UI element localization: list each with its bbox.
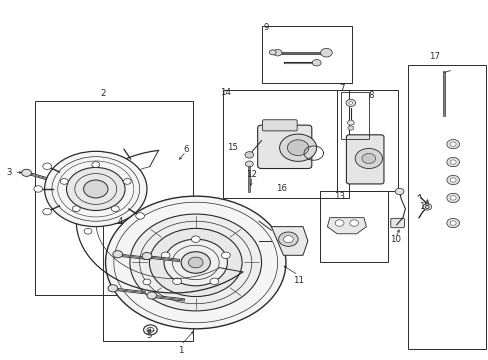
Bar xyxy=(336,90,397,191)
Circle shape xyxy=(163,239,227,286)
Text: 4: 4 xyxy=(117,217,122,226)
Circle shape xyxy=(143,325,157,335)
Bar xyxy=(35,101,193,295)
Circle shape xyxy=(446,175,459,185)
Circle shape xyxy=(449,142,455,146)
Circle shape xyxy=(269,50,276,55)
Circle shape xyxy=(111,206,119,212)
Circle shape xyxy=(245,161,253,167)
Circle shape xyxy=(279,134,316,161)
Circle shape xyxy=(34,186,42,192)
Circle shape xyxy=(449,178,455,182)
Circle shape xyxy=(72,206,80,212)
Text: 12: 12 xyxy=(246,170,257,179)
Text: 5: 5 xyxy=(146,332,152,341)
Circle shape xyxy=(312,59,321,66)
Circle shape xyxy=(347,126,353,130)
Bar xyxy=(103,223,193,341)
Circle shape xyxy=(346,120,353,125)
Circle shape xyxy=(209,278,218,284)
FancyBboxPatch shape xyxy=(262,120,297,131)
FancyBboxPatch shape xyxy=(390,219,404,228)
Circle shape xyxy=(191,236,200,242)
Circle shape xyxy=(446,219,459,228)
Circle shape xyxy=(334,220,343,226)
Circle shape xyxy=(105,196,285,329)
Circle shape xyxy=(361,153,375,163)
Circle shape xyxy=(142,252,152,260)
Circle shape xyxy=(188,257,203,268)
FancyBboxPatch shape xyxy=(257,125,311,168)
Bar xyxy=(222,90,348,198)
Bar xyxy=(407,65,485,348)
Circle shape xyxy=(446,139,459,149)
Circle shape xyxy=(147,327,154,332)
Text: 3: 3 xyxy=(7,168,12,177)
Circle shape xyxy=(130,214,261,311)
Circle shape xyxy=(44,151,147,226)
Circle shape xyxy=(244,152,253,158)
Text: 13: 13 xyxy=(333,192,345,201)
Circle shape xyxy=(108,285,118,292)
Circle shape xyxy=(83,180,108,198)
Circle shape xyxy=(161,252,170,258)
Text: 2: 2 xyxy=(100,89,105,98)
Circle shape xyxy=(349,220,358,226)
Circle shape xyxy=(422,204,431,210)
Circle shape xyxy=(172,278,181,284)
Circle shape xyxy=(123,179,131,184)
Text: 8: 8 xyxy=(368,91,373,100)
Circle shape xyxy=(394,188,403,195)
Text: 10: 10 xyxy=(389,235,400,244)
Text: 7: 7 xyxy=(339,84,344,93)
Circle shape xyxy=(84,228,92,234)
Circle shape xyxy=(348,102,352,104)
Circle shape xyxy=(449,221,455,225)
Circle shape xyxy=(60,179,68,184)
Circle shape xyxy=(149,228,242,297)
Circle shape xyxy=(21,169,31,176)
FancyBboxPatch shape xyxy=(346,135,383,184)
Text: 11: 11 xyxy=(292,276,303,285)
Circle shape xyxy=(278,232,298,246)
Circle shape xyxy=(446,193,459,203)
Circle shape xyxy=(181,252,210,273)
Text: 1: 1 xyxy=(178,346,183,355)
Circle shape xyxy=(108,173,116,179)
Circle shape xyxy=(43,163,51,170)
Circle shape xyxy=(66,167,125,211)
Circle shape xyxy=(446,157,459,167)
Text: 15: 15 xyxy=(226,143,237,152)
Circle shape xyxy=(92,162,100,167)
Circle shape xyxy=(147,292,157,299)
Circle shape xyxy=(136,213,144,219)
Circle shape xyxy=(221,252,230,258)
Circle shape xyxy=(273,49,282,56)
Bar xyxy=(320,191,387,262)
Text: 18: 18 xyxy=(419,202,429,211)
Text: 9: 9 xyxy=(263,23,268,32)
Circle shape xyxy=(113,251,122,258)
Circle shape xyxy=(449,196,455,200)
Polygon shape xyxy=(327,218,366,234)
Circle shape xyxy=(283,235,293,243)
Text: 16: 16 xyxy=(275,184,286,193)
Text: 14: 14 xyxy=(220,87,231,96)
Circle shape xyxy=(287,140,308,156)
Polygon shape xyxy=(271,226,307,255)
Circle shape xyxy=(43,208,51,215)
Circle shape xyxy=(320,48,331,57)
Circle shape xyxy=(143,279,151,285)
Bar xyxy=(261,26,351,83)
Circle shape xyxy=(345,99,355,107)
Circle shape xyxy=(354,148,382,168)
Text: 6: 6 xyxy=(183,145,188,154)
Circle shape xyxy=(449,160,455,164)
Bar xyxy=(340,92,368,139)
Text: 17: 17 xyxy=(428,52,439,61)
